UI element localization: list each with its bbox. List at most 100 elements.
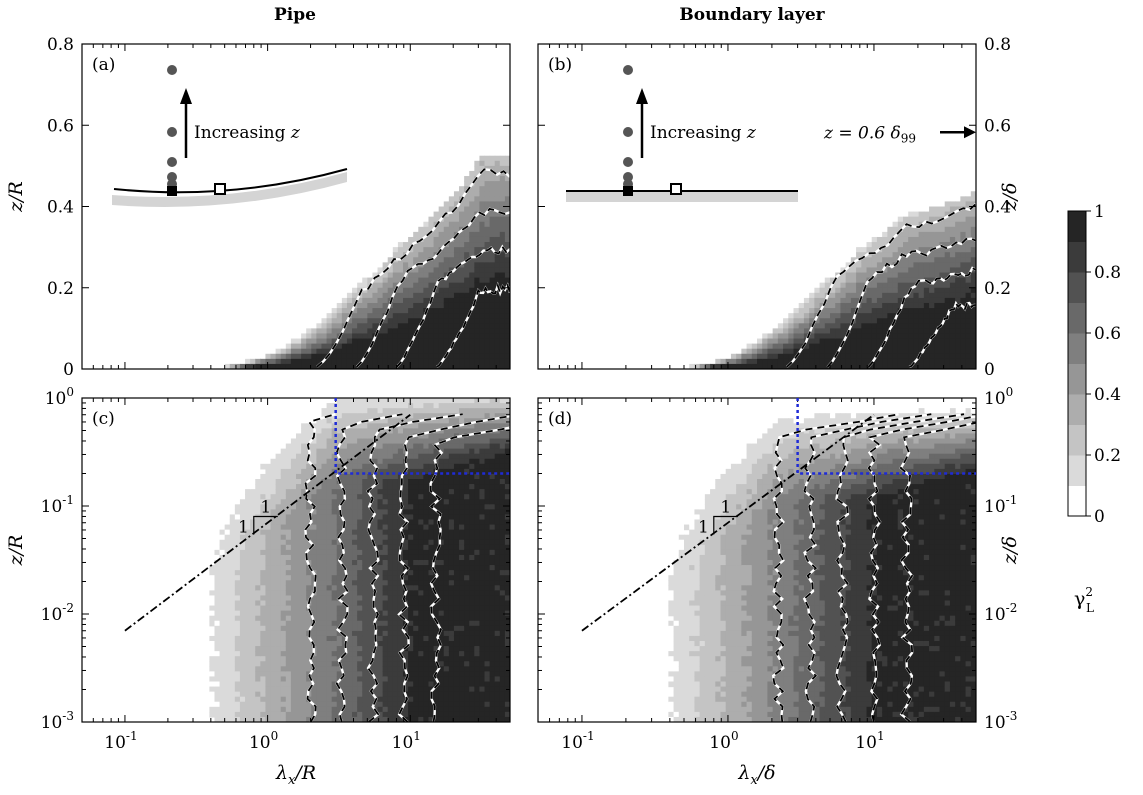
- heatmap-cell: [882, 231, 888, 238]
- heatmap-cell: [408, 463, 414, 470]
- heatmap-cell: [918, 216, 925, 223]
- heatmap-cell: [219, 666, 226, 672]
- heatmap-cell: [772, 343, 779, 350]
- heatmap-cell: [903, 267, 909, 274]
- heatmap-cell: [499, 247, 506, 253]
- heatmap-cell: [270, 630, 277, 637]
- heatmap-cell: [459, 272, 465, 279]
- heatmap-cell: [499, 328, 506, 335]
- heatmap-cell: [433, 297, 440, 304]
- heatmap-cell: [321, 423, 328, 429]
- heatmap-cell: [448, 292, 455, 299]
- heatmap-cell: [803, 358, 810, 365]
- heatmap-cell: [296, 453, 302, 460]
- heatmap-cell: [923, 302, 930, 309]
- heatmap-cell: [239, 560, 246, 566]
- heatmap-cell: [428, 686, 435, 693]
- heatmap-cell: [908, 231, 915, 238]
- heatmap-cell: [372, 353, 379, 360]
- heatmap-cell: [438, 509, 445, 516]
- heatmap-cell: [443, 676, 450, 683]
- heatmap-cell: [357, 681, 363, 688]
- heatmap-cell: [408, 514, 414, 521]
- heatmap-cell: [306, 343, 312, 350]
- heatmap-cell: [367, 534, 374, 541]
- heatmap-cell: [245, 676, 251, 683]
- heatmap-cell: [362, 585, 368, 591]
- heatmap-cell: [835, 333, 842, 340]
- heatmap-cell: [897, 297, 904, 304]
- heatmap-cell: [357, 646, 363, 652]
- heatmap-cell: [892, 272, 899, 279]
- heatmap-cell: [413, 302, 419, 309]
- heatmap-cell: [423, 247, 430, 253]
- heatmap-cell: [357, 448, 363, 455]
- heatmap-cell: [474, 272, 481, 279]
- heatmap-cell: [939, 231, 946, 238]
- heatmap-cell: [479, 348, 486, 355]
- heatmap-cell: [372, 448, 379, 455]
- heatmap-cell: [362, 463, 368, 470]
- heatmap-cell: [965, 242, 972, 248]
- heatmap-cell: [479, 353, 486, 360]
- heatmap-cell: [331, 323, 338, 329]
- heatmap-cell: [443, 560, 450, 566]
- heatmap-cell: [929, 343, 935, 350]
- heatmap-cell: [357, 418, 363, 424]
- heatmap-cell: [871, 343, 878, 350]
- heatmap-cell: [965, 348, 972, 355]
- heatmap-cell: [892, 236, 899, 243]
- heatmap-cell: [413, 651, 419, 657]
- heatmap-cell: [285, 473, 292, 480]
- heatmap-cell: [321, 570, 328, 576]
- heatmap-cell: [397, 318, 404, 324]
- heatmap-cell: [255, 570, 261, 576]
- heatmap-cell: [352, 560, 358, 566]
- heatmap-cell: [326, 423, 333, 429]
- heatmap-cell: [336, 484, 343, 490]
- heatmap-cell: [448, 231, 455, 238]
- heatmap-cell: [464, 231, 470, 238]
- heatmap-cell: [255, 519, 261, 526]
- heatmap-cell: [438, 413, 445, 419]
- heatmap-cell: [413, 560, 419, 566]
- heatmap-cell: [443, 590, 450, 597]
- heatmap-cell: [499, 287, 506, 294]
- heatmap-cell: [803, 323, 810, 329]
- heatmap-cell: [423, 398, 430, 404]
- heatmap-cell: [438, 313, 445, 319]
- heatmap-cell: [479, 196, 486, 203]
- heatmap-cell: [362, 656, 368, 662]
- heatmap-cell: [960, 252, 967, 258]
- heatmap-cell: [311, 458, 317, 465]
- heatmap-cell: [908, 221, 915, 228]
- heatmap-cell: [489, 343, 496, 350]
- heatmap-cell: [367, 448, 374, 455]
- heatmap-cell: [433, 338, 440, 345]
- heatmap-cell: [923, 272, 930, 279]
- heatmap-cell: [346, 529, 353, 536]
- heatmap-cell: [850, 267, 857, 274]
- heatmap-cell: [285, 570, 292, 576]
- heatmap-cell: [433, 323, 440, 329]
- heatmap-cell: [438, 257, 445, 263]
- heatmap-cell: [367, 403, 374, 409]
- heatmap-cell: [214, 600, 221, 607]
- heatmap-cell: [479, 282, 486, 289]
- heatmap-cell: [830, 338, 836, 345]
- heatmap-cell: [392, 458, 399, 465]
- heatmap-cell: [234, 676, 241, 683]
- heatmap-cell: [887, 231, 894, 238]
- heatmap-cell: [306, 348, 312, 355]
- heatmap-cell: [255, 544, 261, 551]
- heatmap-cell: [224, 620, 231, 627]
- heatmap-cell: [275, 625, 282, 632]
- heatmap-cell: [260, 696, 267, 703]
- heatmap-cell: [316, 358, 323, 365]
- heatmap-cell: [423, 605, 430, 612]
- heatmap-cell: [377, 590, 384, 597]
- heatmap-cell: [326, 499, 333, 505]
- heatmap-cell: [397, 277, 404, 284]
- heatmap-cell: [382, 519, 389, 526]
- heatmap-cell: [285, 620, 292, 627]
